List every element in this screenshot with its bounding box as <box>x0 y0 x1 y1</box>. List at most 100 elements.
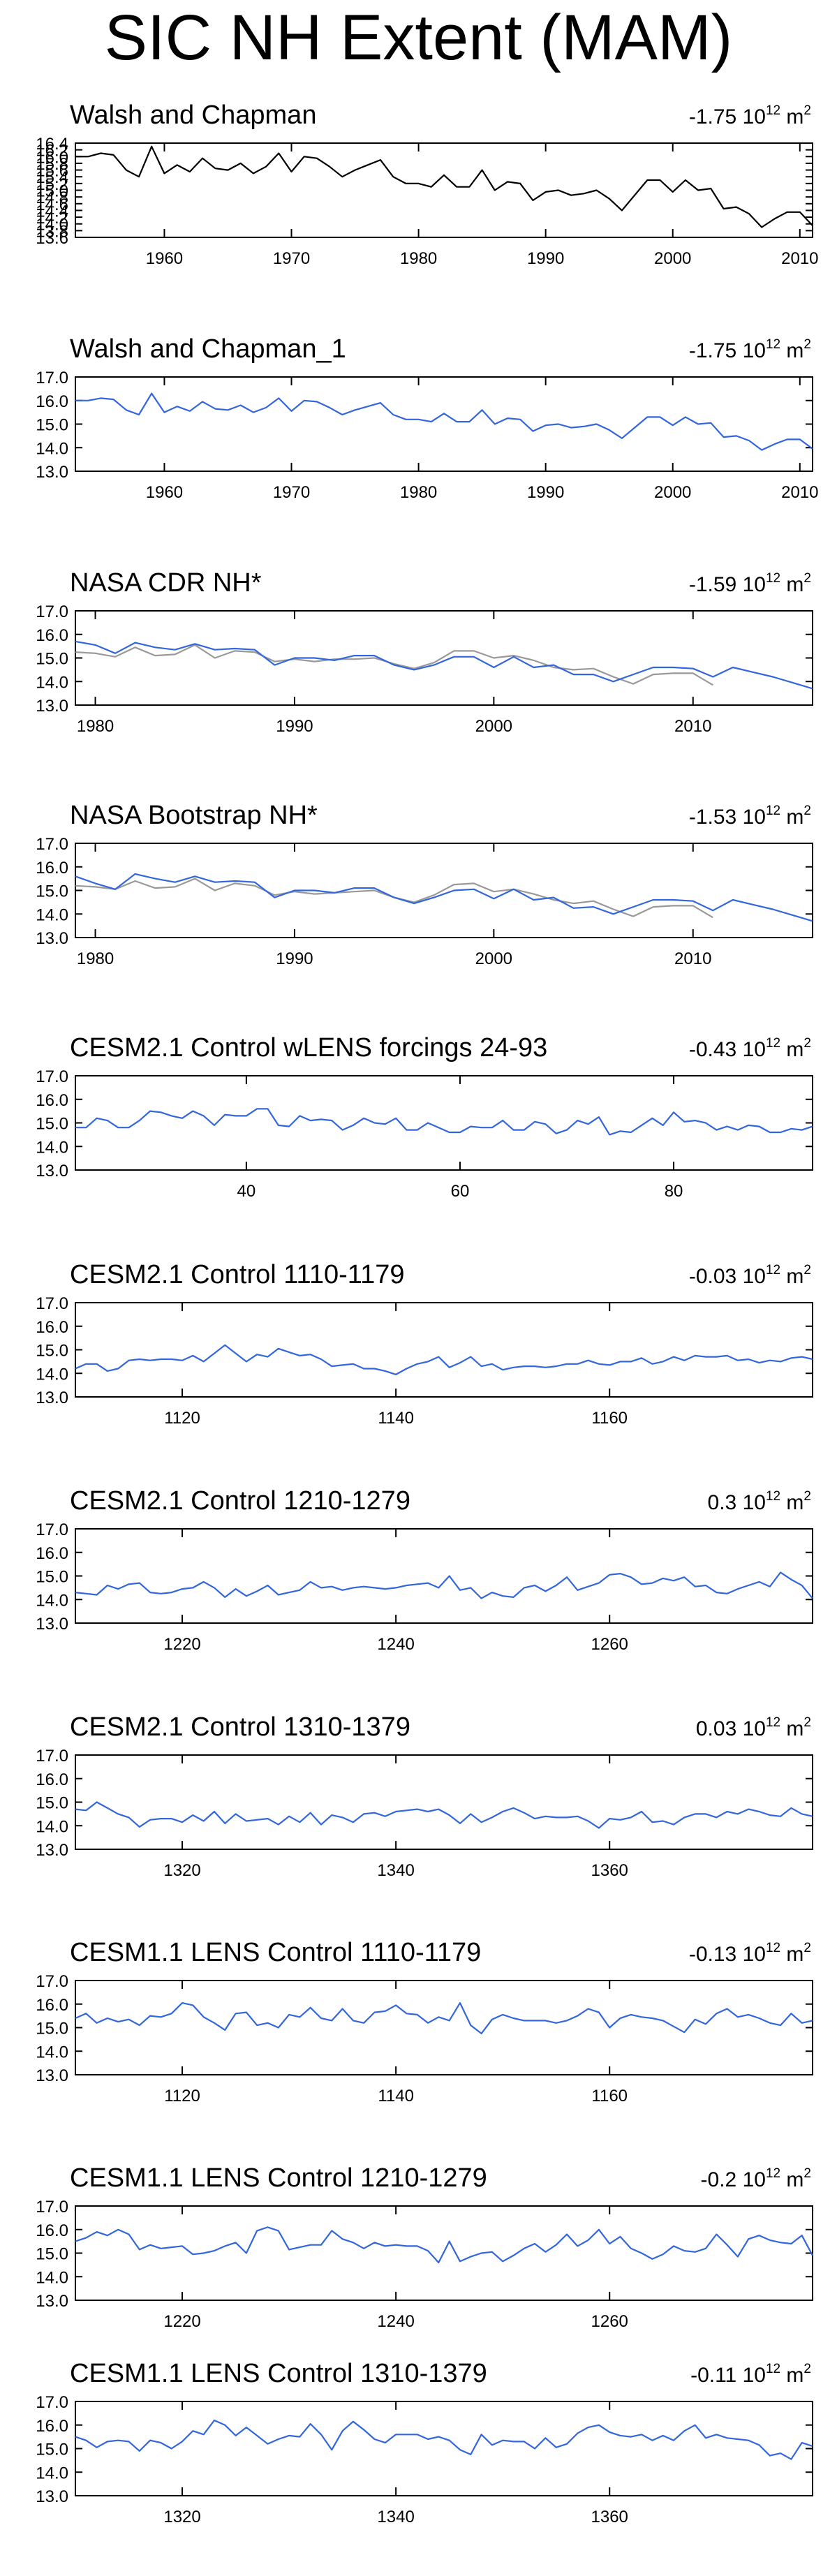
y-tick-label: 14.0 <box>36 1591 68 1610</box>
x-tick-label: 1340 <box>377 2508 414 2526</box>
y-tick-label: 15.0 <box>36 2245 68 2264</box>
trend-unit: m <box>780 2168 803 2191</box>
series-line-0 <box>75 392 813 451</box>
trend-value: -0.43 10 <box>689 1038 766 1061</box>
trend-value: -0.11 10 <box>690 2364 766 2387</box>
x-tick-label: 1340 <box>377 1861 414 1880</box>
y-tick-label: 14.0 <box>36 1365 68 1384</box>
plot-frame <box>75 2401 813 2496</box>
y-tick-label: 16.0 <box>36 626 68 645</box>
trend-exponent: 12 <box>766 571 780 586</box>
y-tick-label: 16.0 <box>36 2221 68 2240</box>
x-tick-label: 1970 <box>273 249 310 268</box>
trend-exponent: 12 <box>766 1036 780 1051</box>
y-tick-label: 16.0 <box>36 1091 68 1110</box>
trend-unit-exponent: 2 <box>803 1263 811 1278</box>
y-tick-label: 17.0 <box>36 602 68 621</box>
chart-panel-walsh-chapman: Walsh and Chapman -1.75 1012 m213.613.814… <box>36 101 818 268</box>
plot-frame <box>75 1980 813 2075</box>
chart-panel-cesm11-1310: CESM1.1 LENS Control 1310-1379 -0.11 1012… <box>36 2359 813 2526</box>
trend-value: 0.3 10 <box>708 1491 766 1514</box>
y-tick-label: 13.0 <box>36 2066 68 2085</box>
series-line-0 <box>75 873 813 922</box>
chart-title: NASA CDR NH* <box>70 568 262 598</box>
chart-title: CESM2.1 Control wLENS forcings 24-93 <box>70 1033 547 1063</box>
y-tick-label: 13.0 <box>36 2487 68 2506</box>
trend-exponent: 12 <box>766 2166 780 2181</box>
trend-unit-exponent: 2 <box>803 571 811 586</box>
trend-exponent: 12 <box>766 1263 780 1278</box>
y-tick-label: 14.4 <box>36 202 68 221</box>
x-tick-label: 1260 <box>591 2312 628 2331</box>
trend-value: -0.13 10 <box>689 1943 766 1966</box>
x-tick-label: 1980 <box>77 949 114 968</box>
y-tick-label: 15.6 <box>36 162 68 181</box>
x-tick-label: 1160 <box>591 2087 628 2105</box>
x-tick-label: 1990 <box>276 717 313 736</box>
trend-exponent: 12 <box>766 337 780 352</box>
trend-label: 0.3 1012 m2 <box>708 1489 811 1514</box>
x-tick-label: 1360 <box>591 1861 628 1880</box>
trend-label: -1.59 1012 m2 <box>689 571 811 596</box>
x-tick-label: 1240 <box>377 1635 414 1654</box>
trend-value: -0.03 10 <box>689 1265 766 1288</box>
y-tick-label: 16.2 <box>36 142 68 161</box>
trend-unit: m <box>780 105 803 128</box>
trend-label: 0.03 1012 m2 <box>696 1715 811 1740</box>
y-tick-label: 15.0 <box>36 1115 68 1134</box>
y-tick-label: 16.0 <box>36 392 68 411</box>
x-tick-label: 2000 <box>654 483 691 502</box>
trend-value: -1.75 10 <box>689 105 766 128</box>
x-tick-label: 1260 <box>591 1635 628 1654</box>
page-title: SIC NH Extent (MAM) <box>104 2 733 73</box>
x-tick-label: 2010 <box>674 949 711 968</box>
series-line-0 <box>75 2226 813 2264</box>
x-tick-label: 2010 <box>674 717 711 736</box>
trend-unit: m <box>780 339 803 362</box>
trend-unit-exponent: 2 <box>803 1715 811 1730</box>
trend-unit: m <box>780 806 803 829</box>
y-tick-label: 14.0 <box>36 439 68 458</box>
trend-value: -0.2 10 <box>701 2168 766 2191</box>
x-tick-label: 2000 <box>475 717 512 736</box>
x-tick-label: 1320 <box>163 2508 200 2526</box>
x-tick-label: 60 <box>451 1182 470 1201</box>
y-tick-label: 17.0 <box>36 369 68 387</box>
trend-value: -1.75 10 <box>689 339 766 362</box>
y-tick-label: 16.0 <box>36 1544 68 1563</box>
plot-frame <box>75 1075 813 1171</box>
trend-unit-exponent: 2 <box>803 2362 811 2376</box>
y-tick-label: 15.8 <box>36 155 68 174</box>
x-tick-label: 1140 <box>378 1409 414 1428</box>
trend-unit: m <box>780 573 803 596</box>
trend-exponent: 12 <box>766 804 780 818</box>
y-tick-label: 14.0 <box>36 1817 68 1836</box>
y-tick-label: 15.0 <box>36 1342 68 1361</box>
x-tick-label: 1980 <box>77 717 114 736</box>
y-tick-label: 14.8 <box>36 188 68 207</box>
trend-label: -1.75 1012 m2 <box>689 103 811 128</box>
y-tick-label: 14.0 <box>36 673 68 692</box>
trend-unit: m <box>780 2364 803 2387</box>
y-tick-label: 14.0 <box>36 905 68 924</box>
y-tick-label: 17.0 <box>36 835 68 854</box>
plot-frame <box>75 1528 813 1624</box>
chart-title: NASA Bootstrap NH* <box>70 801 318 830</box>
trend-unit: m <box>780 1491 803 1514</box>
x-tick-label: 1960 <box>146 483 183 502</box>
trend-exponent: 12 <box>766 1941 780 1955</box>
x-tick-label: 1320 <box>163 1861 200 1880</box>
y-tick-label: 15.0 <box>36 1568 68 1587</box>
trend-value: 0.03 10 <box>696 1717 766 1740</box>
y-tick-label: 14.6 <box>36 195 68 214</box>
trend-exponent: 12 <box>766 1715 780 1730</box>
chart-title: CESM1.1 LENS Control 1110-1179 <box>70 1938 481 1967</box>
y-tick-label: 17.0 <box>36 1972 68 1991</box>
chart-title: CESM2.1 Control 1210-1279 <box>70 1486 410 1516</box>
y-tick-label: 15.0 <box>36 882 68 901</box>
trend-value: -1.59 10 <box>689 573 766 596</box>
y-tick-label: 15.0 <box>36 182 68 201</box>
series-line-0 <box>75 640 813 690</box>
x-tick-label: 1980 <box>400 483 437 502</box>
chart-title: CESM1.1 LENS Control 1310-1379 <box>70 2359 487 2388</box>
